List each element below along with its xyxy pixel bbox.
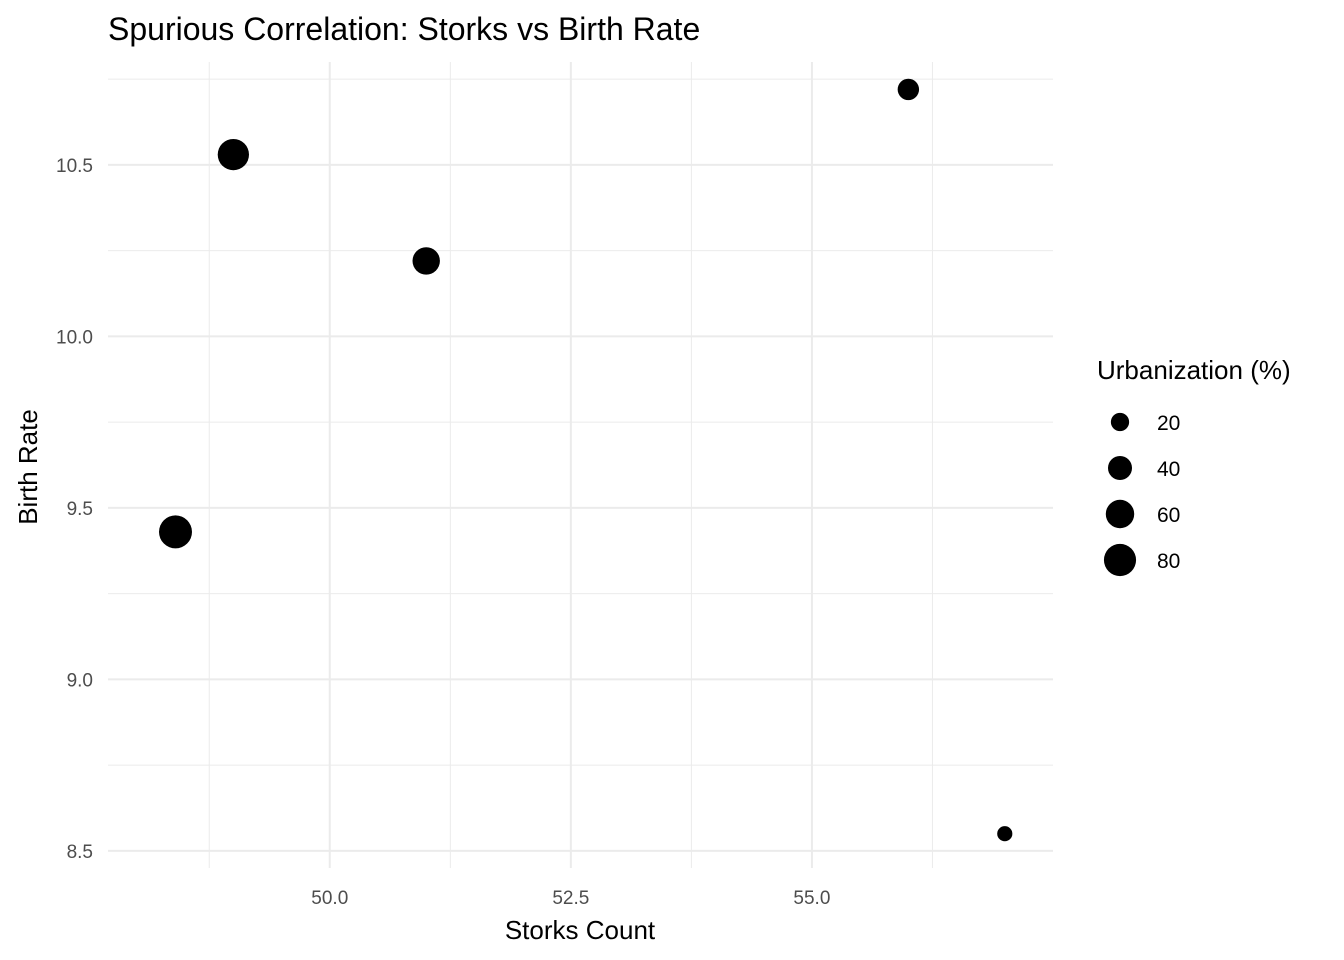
legend-key [1105,499,1135,529]
y-tick-label: 8.5 [67,842,93,863]
data-point [997,826,1013,842]
legend-title: Urbanization (%) [1097,355,1291,385]
x-axis-ticks: 50.0 52.5 55.0 [311,888,830,909]
legend-key [1103,543,1137,577]
x-tick-label: 52.5 [552,888,589,909]
x-axis-title: Storks Count [505,915,656,945]
legend: Urbanization (%) 20 40 60 80 [1097,355,1291,577]
chart-title: Spurious Correlation: Storks vs Birth Ra… [108,11,700,47]
y-tick-label: 9.5 [67,499,93,520]
y-axis-ticks: 8.5 9.0 9.5 10.0 10.5 [56,156,93,863]
y-tick-label: 10.5 [56,156,93,177]
data-points [159,78,1013,842]
data-point [897,78,920,101]
legend-label: 40 [1157,458,1180,481]
y-axis-title: Birth Rate [13,409,43,525]
y-tick-label: 10.0 [56,327,93,348]
x-tick-label: 55.0 [793,888,830,909]
legend-label: 80 [1157,550,1180,573]
data-point [217,138,249,171]
legend-label: 60 [1157,504,1180,527]
legend-label: 20 [1157,412,1180,435]
x-tick-label: 50.0 [311,888,348,909]
y-tick-label: 9.0 [67,670,93,691]
legend-key [1110,412,1130,432]
data-point [159,515,192,549]
legend-key [1107,455,1133,481]
data-point [412,247,440,275]
grid [108,62,1053,868]
